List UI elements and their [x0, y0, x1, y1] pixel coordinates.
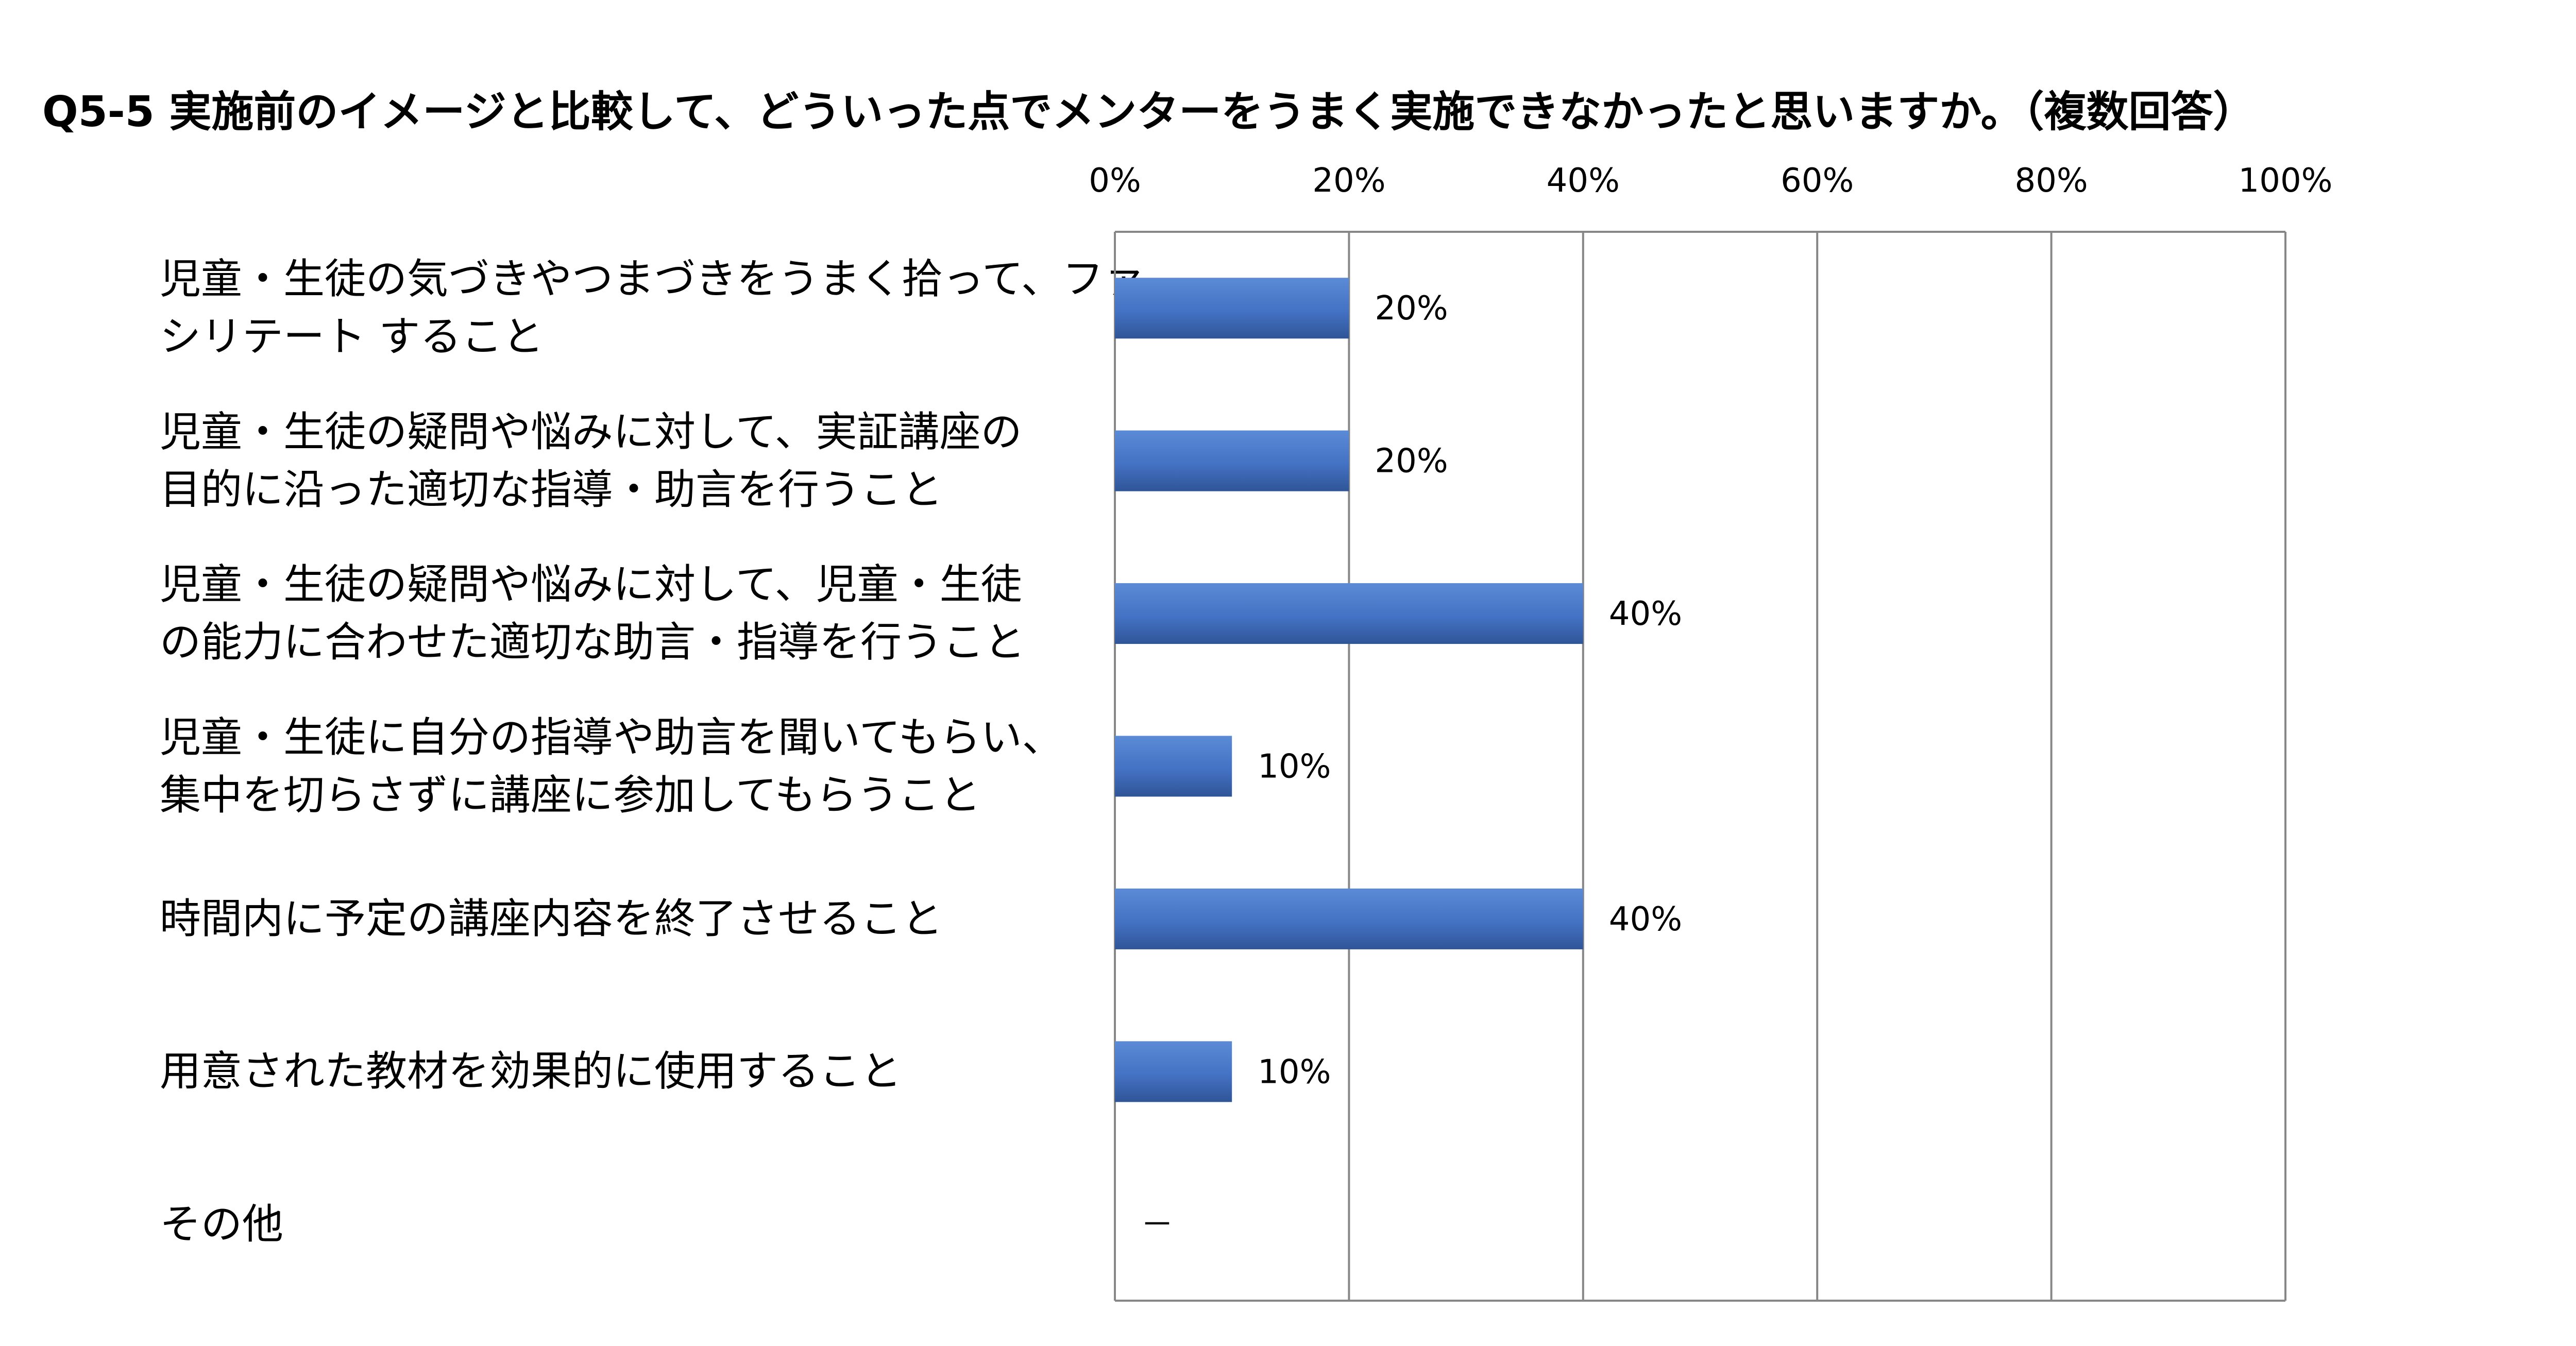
category-label-line: シリテート すること	[160, 313, 544, 361]
x-tick-label: 0%	[1089, 162, 1141, 200]
category-label: 児童・生徒の疑問や悩みに対して、実証講座の 目的に沿った適切な指導・助言を行うこと	[160, 403, 1077, 519]
category-label: 用意された教材を効果的に使用すること	[160, 1043, 1077, 1100]
category-label-line: 児童・生徒の気づきやつまづきをうまく拾って、ファ	[160, 255, 1145, 303]
category-label-line: 児童・生徒に自分の指導や助言を聞いてもらい、	[160, 713, 1063, 761]
x-tick-label: 100%	[2239, 162, 2333, 200]
data-label: 20%	[1375, 289, 1448, 328]
category-label-line: 児童・生徒の疑問や悩みに対して、実証講座の	[160, 407, 1022, 456]
data-labels: 20% 20% 40% 10% 40% 10% －	[1141, 289, 1682, 1244]
bar	[1115, 430, 1349, 491]
category-label: 時間内に予定の講座内容を終了させること	[160, 890, 1077, 948]
data-label: 40%	[1609, 900, 1682, 939]
data-label: 20%	[1375, 442, 1448, 481]
x-tick-label: 60%	[1781, 162, 1854, 200]
bar	[1115, 736, 1232, 797]
x-tick-label: 40%	[1547, 162, 1620, 200]
category-label-line: 目的に沿った適切な指導・助言を行うこと	[160, 465, 943, 514]
chart-title: Q5-5 実施前のイメージと比較して、どういった点でメンターをうまく実施できなか…	[42, 88, 2256, 137]
bars	[1115, 278, 1583, 1102]
x-tick-labels: 0% 20% 40% 60% 80% 100%	[1089, 162, 2332, 200]
bar	[1115, 1041, 1232, 1102]
x-tick-label: 20%	[1312, 162, 1385, 200]
category-label-line: その他	[160, 1200, 283, 1248]
bar	[1115, 888, 1583, 949]
bar	[1115, 278, 1349, 339]
category-label: その他	[160, 1196, 1077, 1253]
data-label: 10%	[1258, 1053, 1331, 1091]
category-label-line: 児童・生徒の疑問や悩みに対して、児童・生徒	[160, 560, 1022, 609]
category-label-line: の能力に合わせた適切な助言・指導を行うこと	[160, 618, 1025, 667]
x-tick-label: 80%	[2014, 162, 2088, 200]
category-label: 児童・生徒の疑問や悩みに対して、児童・生徒 の能力に合わせた適切な助言・指導を行う…	[160, 556, 1077, 671]
data-label: 40%	[1609, 595, 1682, 633]
bar	[1115, 583, 1583, 644]
category-label: 児童・生徒に自分の指導や助言を聞いてもらい、 集中を切らさずに講座に参加してもらう…	[160, 709, 1077, 824]
data-label: －	[1141, 1206, 1174, 1244]
category-label-line: 集中を切らさずに講座に参加してもらうこと	[160, 771, 981, 819]
data-label: 10%	[1258, 748, 1331, 786]
category-label: 児童・生徒の気づきやつまづきをうまく拾って、ファ シリテート すること	[160, 250, 1145, 366]
category-label-line: 用意された教材を効果的に使用すること	[160, 1047, 902, 1096]
category-label-line: 時間内に予定の講座内容を終了させること	[160, 894, 943, 943]
